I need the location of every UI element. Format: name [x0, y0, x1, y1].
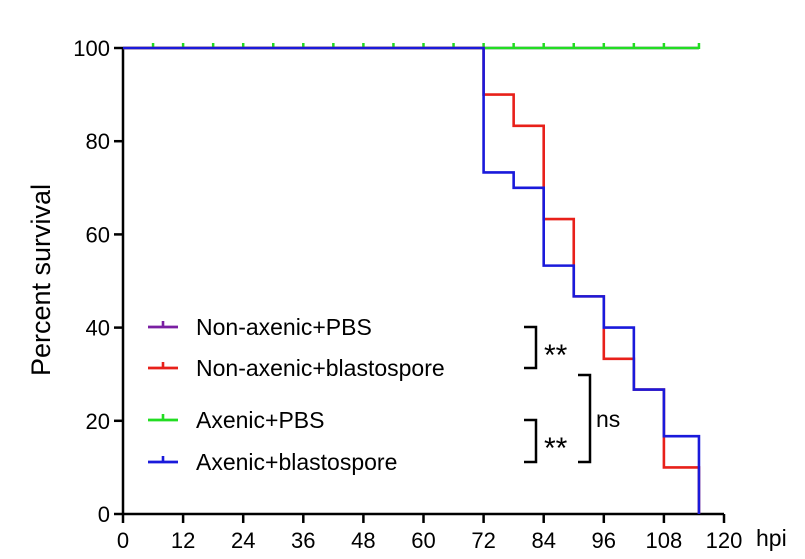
series-line [123, 46, 701, 514]
legend-label: Axenic+blastospore [196, 449, 397, 475]
x-tick-label: 36 [291, 528, 315, 553]
x-tick-label: 0 [117, 528, 129, 553]
significance-bracket [524, 418, 538, 464]
legend: Non-axenic+PBS Non-axenic+blastospore Axen… [148, 314, 445, 475]
x-tick-label: 12 [171, 528, 195, 553]
significance-label: ** [544, 432, 568, 465]
x-tick-label: 72 [471, 528, 495, 553]
legend-label: Non-axenic+PBS [196, 314, 372, 340]
y-tick-label: 0 [98, 502, 110, 527]
x-tick-label: 96 [592, 528, 616, 553]
significance-bracket [578, 373, 592, 464]
y-tick-label: 20 [86, 409, 110, 434]
x-tick-label: 84 [531, 528, 555, 553]
x-tick-label: 108 [646, 528, 683, 553]
axes: 0 20 40 60 80 100 0 12 24 36 48 60 72 84 96 108 120 [73, 36, 742, 553]
significance-label: ** [544, 339, 568, 372]
y-axis-label: Percent survival [26, 184, 56, 376]
x-axis-label: hpi [756, 525, 787, 551]
y-tick-label: 60 [86, 222, 110, 247]
series-line [123, 46, 701, 514]
significance-label: ns [596, 406, 620, 432]
x-tick-label: 120 [706, 528, 743, 553]
y-tick-label: 80 [86, 129, 110, 154]
y-tick-label: 40 [86, 316, 110, 341]
x-tick-label: 48 [351, 528, 375, 553]
significance-bracket [524, 325, 538, 370]
x-tick-label: 24 [231, 528, 255, 553]
x-tick-label: 60 [411, 528, 435, 553]
series-layer [123, 43, 701, 514]
legend-label: Axenic+PBS [196, 407, 325, 433]
significance-annotations: ** ** ns [524, 325, 620, 465]
y-tick-label: 100 [73, 36, 110, 61]
legend-label: Non-axenic+blastospore [196, 355, 445, 381]
